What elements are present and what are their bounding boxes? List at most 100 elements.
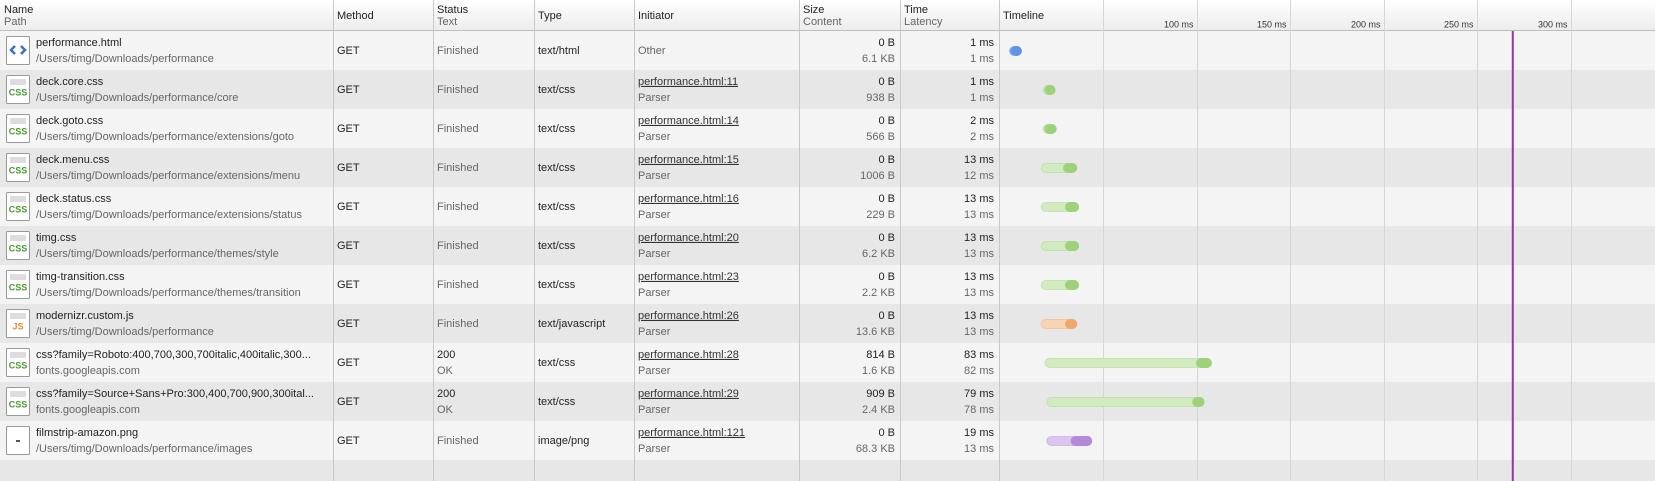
request-name[interactable]: performance.html (36, 37, 122, 49)
row-background (0, 304, 1655, 343)
icon-label: CSS (9, 165, 28, 175)
initiator-link[interactable]: performance.html:16 (638, 193, 739, 205)
content-size: 2.2 KB (862, 287, 895, 299)
column-subtitle: Content (803, 16, 842, 28)
latency: 13 ms (964, 443, 994, 455)
request-path: /Users/timg/Downloads/performance (36, 326, 214, 338)
initiator-link[interactable]: performance.html:14 (638, 115, 739, 127)
timeline-bar-receiving (1044, 85, 1056, 95)
timeline-bar-receiving (1196, 358, 1212, 368)
row-background (0, 460, 1655, 481)
row-background (0, 31, 1655, 70)
size: 0 B (878, 115, 895, 127)
request-name[interactable]: filmstrip-amazon.png (36, 427, 138, 439)
column-title[interactable]: Method (337, 10, 374, 22)
size: 0 B (878, 193, 895, 205)
timeline-bar-receiving (1065, 319, 1078, 329)
row-background (0, 70, 1655, 109)
status: Finished (437, 240, 479, 252)
initiator: Other (638, 45, 666, 57)
icon-lines (10, 118, 26, 124)
request-name[interactable]: deck.menu.css (36, 154, 110, 166)
initiator-detail: Parser (638, 248, 671, 260)
initiator-link[interactable]: performance.html:20 (638, 232, 739, 244)
content-size: 566 B (866, 131, 895, 143)
request-name[interactable]: deck.status.css (36, 193, 112, 205)
initiator-detail: Parser (638, 443, 671, 455)
initiator-link[interactable]: performance.html:121 (638, 427, 745, 439)
request-path: /Users/timg/Downloads/performance/core (36, 92, 238, 104)
icon-label: CSS (9, 243, 28, 253)
icon-label: CSS (9, 204, 28, 214)
initiator-detail: Parser (638, 326, 671, 338)
column-title[interactable]: Initiator (638, 10, 674, 22)
request-name[interactable]: deck.goto.css (36, 115, 104, 127)
size: 909 B (866, 388, 895, 400)
type: text/css (538, 240, 576, 252)
initiator-detail: Parser (638, 365, 671, 377)
column-title[interactable]: Timeline (1003, 10, 1044, 22)
tick-label: 150 ms (1257, 19, 1287, 29)
method: GET (337, 435, 360, 447)
row-background (0, 343, 1655, 382)
column-title[interactable]: Size (803, 4, 824, 16)
html-icon-glyph (9, 45, 27, 55)
size: 0 B (878, 310, 895, 322)
timeline-bar-receiving (1065, 280, 1080, 290)
timeline-bar-receiving (1192, 397, 1205, 407)
method: GET (337, 240, 360, 252)
icon-lines (10, 313, 26, 319)
column-title[interactable]: Status (437, 4, 469, 16)
content-size: 6.1 KB (862, 53, 895, 65)
column-title[interactable]: Time (904, 4, 928, 16)
method: GET (337, 45, 360, 57)
icon-label: CSS (9, 399, 28, 409)
request-name[interactable]: deck.core.css (36, 76, 104, 88)
row-background (0, 382, 1655, 421)
tick-label: 250 ms (1444, 19, 1474, 29)
type: text/css (538, 84, 576, 96)
icon-lines (10, 79, 26, 85)
request-path: /Users/timg/Downloads/performance (36, 53, 214, 65)
type: text/css (538, 279, 576, 291)
initiator-detail: Parser (638, 404, 671, 416)
initiator-link[interactable]: performance.html:26 (638, 310, 739, 322)
status-text: OK (437, 404, 454, 416)
method: GET (337, 84, 360, 96)
column-title[interactable]: Name (4, 4, 33, 16)
status: Finished (437, 84, 479, 96)
request-name[interactable]: modernizr.custom.js (36, 310, 134, 322)
content-size: 229 B (866, 209, 895, 221)
column-title[interactable]: Type (538, 10, 562, 22)
request-name[interactable]: css?family=Source+Sans+Pro:300,400,700,9… (36, 388, 314, 400)
initiator-link[interactable]: performance.html:29 (638, 388, 739, 400)
header-background (0, 0, 1655, 31)
initiator-detail: Parser (638, 287, 671, 299)
initiator-detail: Parser (638, 131, 671, 143)
image-icon-glyph (16, 440, 20, 442)
file-icon (6, 36, 30, 65)
initiator-link[interactable]: performance.html:23 (638, 271, 739, 283)
request-path: /Users/timg/Downloads/performance/extens… (36, 131, 294, 143)
icon-label: CSS (9, 360, 28, 370)
time: 13 ms (964, 154, 994, 166)
status: Finished (437, 162, 479, 174)
size: 0 B (878, 232, 895, 244)
request-name[interactable]: timg.css (36, 232, 77, 244)
content-size: 1.6 KB (862, 365, 895, 377)
request-name[interactable]: css?family=Roboto:400,700,300,700italic,… (36, 349, 311, 361)
initiator-link[interactable]: performance.html:28 (638, 349, 739, 361)
icon-label: CSS (9, 282, 28, 292)
initiator-link[interactable]: performance.html:15 (638, 154, 739, 166)
request-name[interactable]: timg-transition.css (36, 271, 125, 283)
timeline-bar-receiving (1010, 46, 1022, 56)
row-background (0, 265, 1655, 304)
initiator-link[interactable]: performance.html:11 (638, 76, 738, 88)
type: image/png (538, 435, 589, 447)
latency: 78 ms (964, 404, 994, 416)
latency: 82 ms (964, 365, 994, 377)
latency: 12 ms (964, 170, 994, 182)
row-background (0, 187, 1655, 226)
size: 0 B (878, 37, 895, 49)
timeline-bar-receiving (1044, 124, 1057, 134)
